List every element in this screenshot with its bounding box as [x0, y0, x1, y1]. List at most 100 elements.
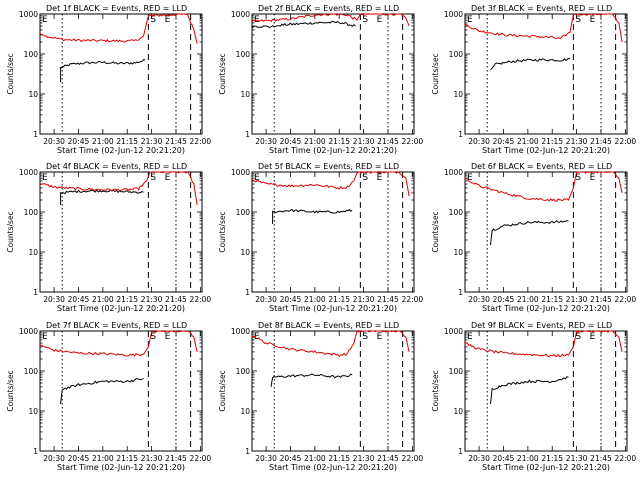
y-tick-label: 10 — [453, 407, 463, 416]
event-marker-label: S — [575, 15, 581, 25]
event-marker-label: S — [575, 332, 581, 342]
x-tick-label: 20:30 — [468, 295, 490, 304]
y-tick-label: 1 — [245, 288, 250, 297]
x-tick-label: 22:00 — [190, 454, 212, 463]
x-tick-label: 21:15 — [116, 295, 138, 304]
y-axis-label: Counts/sec — [431, 211, 440, 252]
y-axis-label: Counts/sec — [6, 370, 15, 411]
x-tick-label: 21:30 — [141, 454, 163, 463]
panel-6: Det 6f BLACK = Events, RED = LLD 1 10 100 10… — [431, 162, 636, 313]
event-marker-label: E — [254, 173, 260, 183]
y-tick-label: 10 — [240, 407, 250, 416]
x-tick-label: 21:00 — [92, 137, 114, 146]
y-axis-label: Counts/sec — [218, 370, 227, 411]
panel-title: Det 6f BLACK = Events, RED = LLD — [471, 162, 612, 171]
event-marker-label: E — [467, 332, 473, 342]
x-tick-label: 20:45 — [68, 454, 90, 463]
x-axis-label: Start Time (02-Jun-12 20:21:20) — [269, 463, 397, 472]
y-tick-label: 10 — [240, 90, 250, 99]
y-tick-label: 10 — [28, 407, 38, 416]
event-marker-label: E — [165, 332, 171, 342]
x-tick-label: 22:00 — [615, 295, 637, 304]
y-tick-label: 1000 — [19, 327, 38, 336]
x-axis-label: Start Time (02-Jun-12 20:21:20) — [269, 146, 397, 155]
series-line-red — [251, 330, 410, 358]
x-tick-label: 20:30 — [255, 137, 277, 146]
x-tick-label: 21:00 — [517, 137, 539, 146]
x-axis-label: Start Time (02-Jun-12 20:21:20) — [57, 146, 185, 155]
y-tick-label: 10 — [240, 248, 250, 257]
x-tick-label: 21:15 — [116, 454, 138, 463]
event-marker-label: S — [150, 173, 156, 183]
panel-title: Det 2f BLACK = Events, RED = LLD — [258, 4, 399, 13]
x-tick-label: 21:30 — [141, 295, 163, 304]
y-tick-label: 1000 — [231, 168, 250, 177]
series-line-red — [464, 171, 623, 202]
plot-frame — [464, 171, 628, 293]
x-tick-label: 22:00 — [402, 137, 424, 146]
y-tick-label: 10 — [453, 90, 463, 99]
series-line-red — [39, 13, 198, 44]
y-tick-label: 100 — [236, 367, 251, 376]
x-tick-label: 21:00 — [304, 295, 326, 304]
x-tick-label: 22:00 — [615, 137, 637, 146]
event-marker-label: E — [165, 173, 171, 183]
event-marker-label: E — [254, 332, 260, 342]
y-tick-label: 100 — [24, 50, 39, 59]
y-tick-label: 10 — [28, 90, 38, 99]
y-tick-label: 100 — [236, 50, 251, 59]
event-marker-label: E — [42, 332, 48, 342]
x-tick-label: 22:00 — [615, 454, 637, 463]
panel-title: Det 3f BLACK = Events, RED = LLD — [471, 4, 612, 13]
plot-frame — [251, 13, 415, 135]
x-tick-label: 21:45 — [377, 454, 399, 463]
panel-9: Det 9f BLACK = Events, RED = LLD 1 10 100 10… — [431, 321, 636, 472]
x-tick-label: 20:30 — [468, 454, 490, 463]
y-tick-label: 1000 — [444, 168, 463, 177]
panel-3: Det 3f BLACK = Events, RED = LLD 1 10 100 10… — [431, 4, 636, 155]
x-tick-label: 21:15 — [328, 295, 350, 304]
y-tick-label: 1 — [245, 447, 250, 456]
plot-frame — [39, 171, 203, 293]
x-tick-label: 21:45 — [590, 295, 612, 304]
x-tick-label: 20:30 — [255, 295, 277, 304]
y-tick-label: 100 — [24, 367, 39, 376]
x-tick-label: 21:45 — [165, 454, 187, 463]
plot-frame — [251, 330, 415, 452]
series-line-black — [490, 376, 569, 405]
panel-title: Det 9f BLACK = Events, RED = LLD — [471, 321, 612, 330]
y-tick-label: 10 — [28, 248, 38, 257]
series-line-red — [251, 171, 410, 197]
x-tick-label: 20:45 — [280, 454, 302, 463]
series-line-red — [39, 171, 198, 206]
x-tick-label: 20:30 — [43, 137, 65, 146]
x-tick-label: 21:45 — [377, 137, 399, 146]
series-line-black — [270, 373, 353, 387]
series-line-red — [464, 330, 623, 358]
y-tick-label: 100 — [24, 208, 39, 217]
panel-title: Det 1f BLACK = Events, RED = LLD — [46, 4, 187, 13]
x-tick-label: 21:00 — [517, 295, 539, 304]
x-tick-label: 20:45 — [493, 454, 515, 463]
x-tick-label: 21:30 — [353, 137, 375, 146]
x-tick-label: 20:45 — [280, 137, 302, 146]
series-line-black — [60, 189, 144, 205]
series-line-black — [490, 57, 571, 71]
plot-frame — [464, 13, 628, 135]
x-tick-label: 20:30 — [468, 137, 490, 146]
event-marker-label: E — [42, 173, 48, 183]
series-line-black — [60, 58, 146, 82]
y-tick-label: 1000 — [231, 10, 250, 19]
y-axis-label: Counts/sec — [218, 53, 227, 94]
x-tick-label: 21:45 — [165, 295, 187, 304]
event-marker-label: E — [590, 332, 596, 342]
plot-frame — [251, 171, 415, 293]
event-marker-label: S — [362, 15, 368, 25]
y-tick-label: 100 — [449, 367, 464, 376]
event-marker-label: E — [165, 15, 171, 25]
x-tick-label: 21:00 — [92, 454, 114, 463]
plot-frame — [39, 330, 203, 452]
panel-4: Det 4f BLACK = Events, RED = LLD 1 10 100 10… — [6, 162, 211, 313]
